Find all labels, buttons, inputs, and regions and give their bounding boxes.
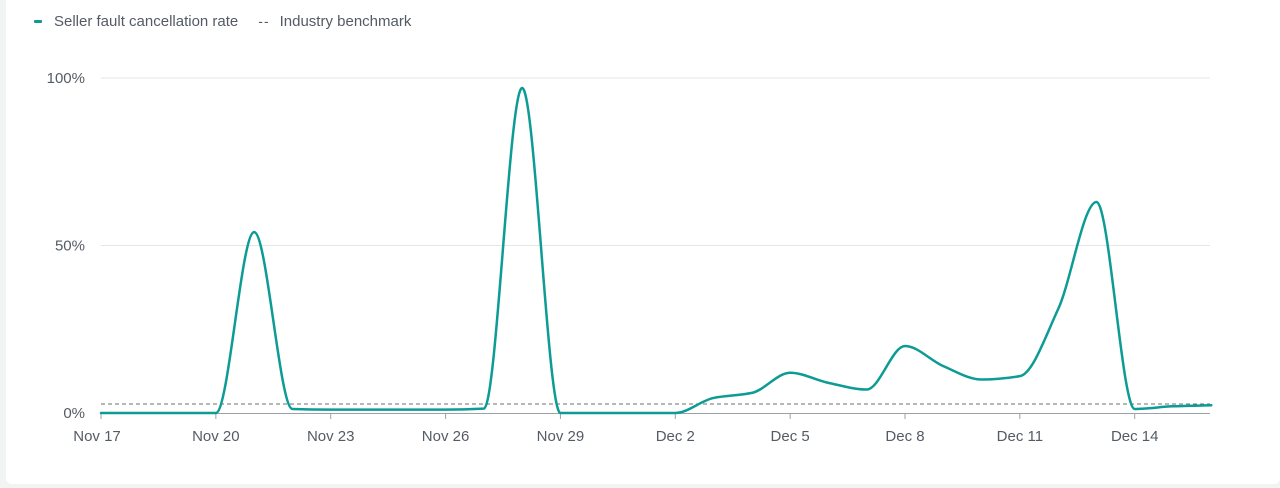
series-layer xyxy=(99,86,1213,415)
y-tick-label: 100% xyxy=(47,70,85,87)
y-tick-label: 0% xyxy=(63,405,85,422)
series-swatch-icon xyxy=(34,19,42,23)
grid-lines xyxy=(101,77,1210,246)
x-tick-label: Nov 23 xyxy=(307,428,355,445)
x-tick-label: Dec 11 xyxy=(997,428,1043,445)
x-tick-label: Nov 20 xyxy=(192,428,240,445)
x-tick-label: Nov 26 xyxy=(422,428,470,445)
legend-series-label: Seller fault cancellation rate xyxy=(54,12,239,30)
x-tick-label: Dec 5 xyxy=(771,428,810,445)
legend-item-benchmark[interactable]: -- Industry benchmark xyxy=(258,13,411,30)
legend-benchmark-label: Industry benchmark xyxy=(279,12,412,30)
x-tick-label: Nov 17 xyxy=(73,428,121,445)
y-tick-label: 50% xyxy=(55,238,85,255)
x-tick-label: Nov 29 xyxy=(537,428,585,445)
benchmark-dash-icon: -- xyxy=(258,13,270,29)
x-tick-label: Dec 2 xyxy=(656,428,695,445)
legend-item-series[interactable]: Seller fault cancellation rate xyxy=(34,13,238,30)
chart-card xyxy=(6,0,1280,484)
y-axis: 0% 50% 100% xyxy=(47,70,85,422)
x-axis: Nov 17 Nov 20 Nov 23 Nov 26 Nov 29 Dec 2 Dec 5… xyxy=(73,413,1210,445)
x-tick-label: Dec 14 xyxy=(1111,428,1159,445)
chart-legend: Seller fault cancellation rate -- Indust… xyxy=(34,10,431,32)
x-tick-label: Dec 8 xyxy=(885,428,924,445)
series-line xyxy=(99,86,1213,415)
